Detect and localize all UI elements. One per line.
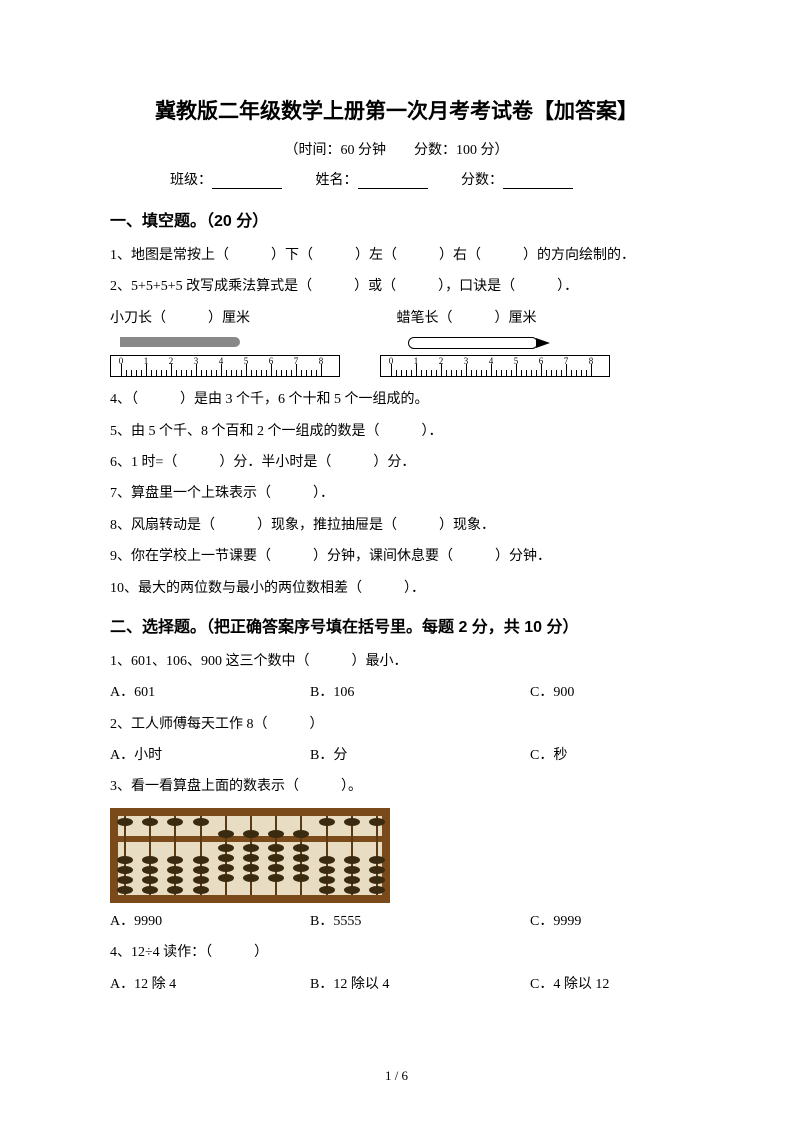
q5: 5、由 5 个千、8 个百和 2 个一组成的数是（ ）． [110, 417, 683, 446]
student-fields: 班级： 姓名： 分数： [110, 169, 683, 189]
q1: 1、地图是常按上（ ）下（ ）左（ ）右（ ）的方向绘制的． [110, 241, 683, 270]
ruler-knife: 012345678 [110, 337, 340, 377]
q2: 2、5+5+5+5 改写成乘法算式是（ ）或（ ），口诀是（ ）． [110, 272, 683, 301]
s2q2: 2、工人师傅每天工作 8（ ） [110, 710, 683, 739]
s2q3-b: B．5555 [310, 907, 530, 936]
q3-row: 小刀长（ ）厘米 蜡笔长（ ）厘米 [110, 304, 683, 333]
label-score: 分数： [461, 173, 503, 188]
s2q3-c: C．9999 [530, 907, 683, 936]
s2q3: 3、看一看算盘上面的数表示（ ）。 [110, 772, 683, 801]
q4: 4、（ ）是由 3 个千，6 个十和 5 个一组成的。 [110, 385, 683, 414]
label-name: 姓名： [316, 173, 358, 188]
page-subtitle: （时间：60 分钟 分数：100 分） [110, 139, 683, 159]
s2q1-c: C．900 [530, 678, 683, 707]
s2q4: 4、12÷4 读作：（ ） [110, 938, 683, 967]
blank-name[interactable] [358, 175, 428, 189]
knife-icon [120, 337, 240, 347]
s2q4-c: C．4 除以 12 [530, 970, 683, 999]
s2q3-a: A．9990 [110, 907, 310, 936]
ruler-body-2: 012345678 [380, 355, 610, 377]
q3-right: 蜡笔长（ ）厘米 [397, 304, 684, 333]
q10: 10、最大的两位数与最小的两位数相差（ ）． [110, 574, 683, 603]
ruler-body-1: 012345678 [110, 355, 340, 377]
s2q2-opts: A．小时 B．分 C．秒 [110, 741, 683, 770]
page-number: 1 / 6 [0, 1068, 793, 1084]
q7: 7、算盘里一个上珠表示（ ）． [110, 479, 683, 508]
ruler-row: 012345678 012345678 [110, 337, 683, 377]
section-2-heading: 二、选择题。（把正确答案序号填在括号里。每题 2 分，共 10 分） [110, 613, 683, 637]
s2q1: 1、601、106、900 这三个数中（ ）最小． [110, 647, 683, 676]
crayon-icon [408, 337, 558, 349]
section-1-heading: 一、填空题。（20 分） [110, 207, 683, 231]
s2q3-opts: A．9990 B．5555 C．9999 [110, 907, 683, 936]
label-class: 班级： [170, 173, 212, 188]
page-title: 冀教版二年级数学上册第一次月考考试卷【加答案】 [110, 95, 683, 125]
s2q4-a: A．12 除 4 [110, 970, 310, 999]
s2q1-opts: A．601 B．106 C．900 [110, 678, 683, 707]
q3-left: 小刀长（ ）厘米 [110, 304, 397, 333]
exam-page: 冀教版二年级数学上册第一次月考考试卷【加答案】 （时间：60 分钟 分数：100… [0, 0, 793, 1122]
s2q2-b: B．分 [310, 741, 530, 770]
blank-class[interactable] [212, 175, 282, 189]
q6: 6、1 时=（ ）分．半小时是（ ）分． [110, 448, 683, 477]
s2q1-b: B．106 [310, 678, 530, 707]
s2q1-a: A．601 [110, 678, 310, 707]
s2q2-c: C．秒 [530, 741, 683, 770]
blank-score[interactable] [503, 175, 573, 189]
ruler-crayon: 012345678 [380, 337, 610, 377]
s2q4-b: B．12 除以 4 [310, 970, 530, 999]
q8: 8、风扇转动是（ ）现象，推拉抽屉是（ ）现象． [110, 511, 683, 540]
s2q4-opts: A．12 除 4 B．12 除以 4 C．4 除以 12 [110, 970, 683, 999]
q9: 9、你在学校上一节课要（ ）分钟，课间休息要（ ）分钟． [110, 542, 683, 571]
s2q2-a: A．小时 [110, 741, 310, 770]
abacus-figure [110, 808, 390, 903]
